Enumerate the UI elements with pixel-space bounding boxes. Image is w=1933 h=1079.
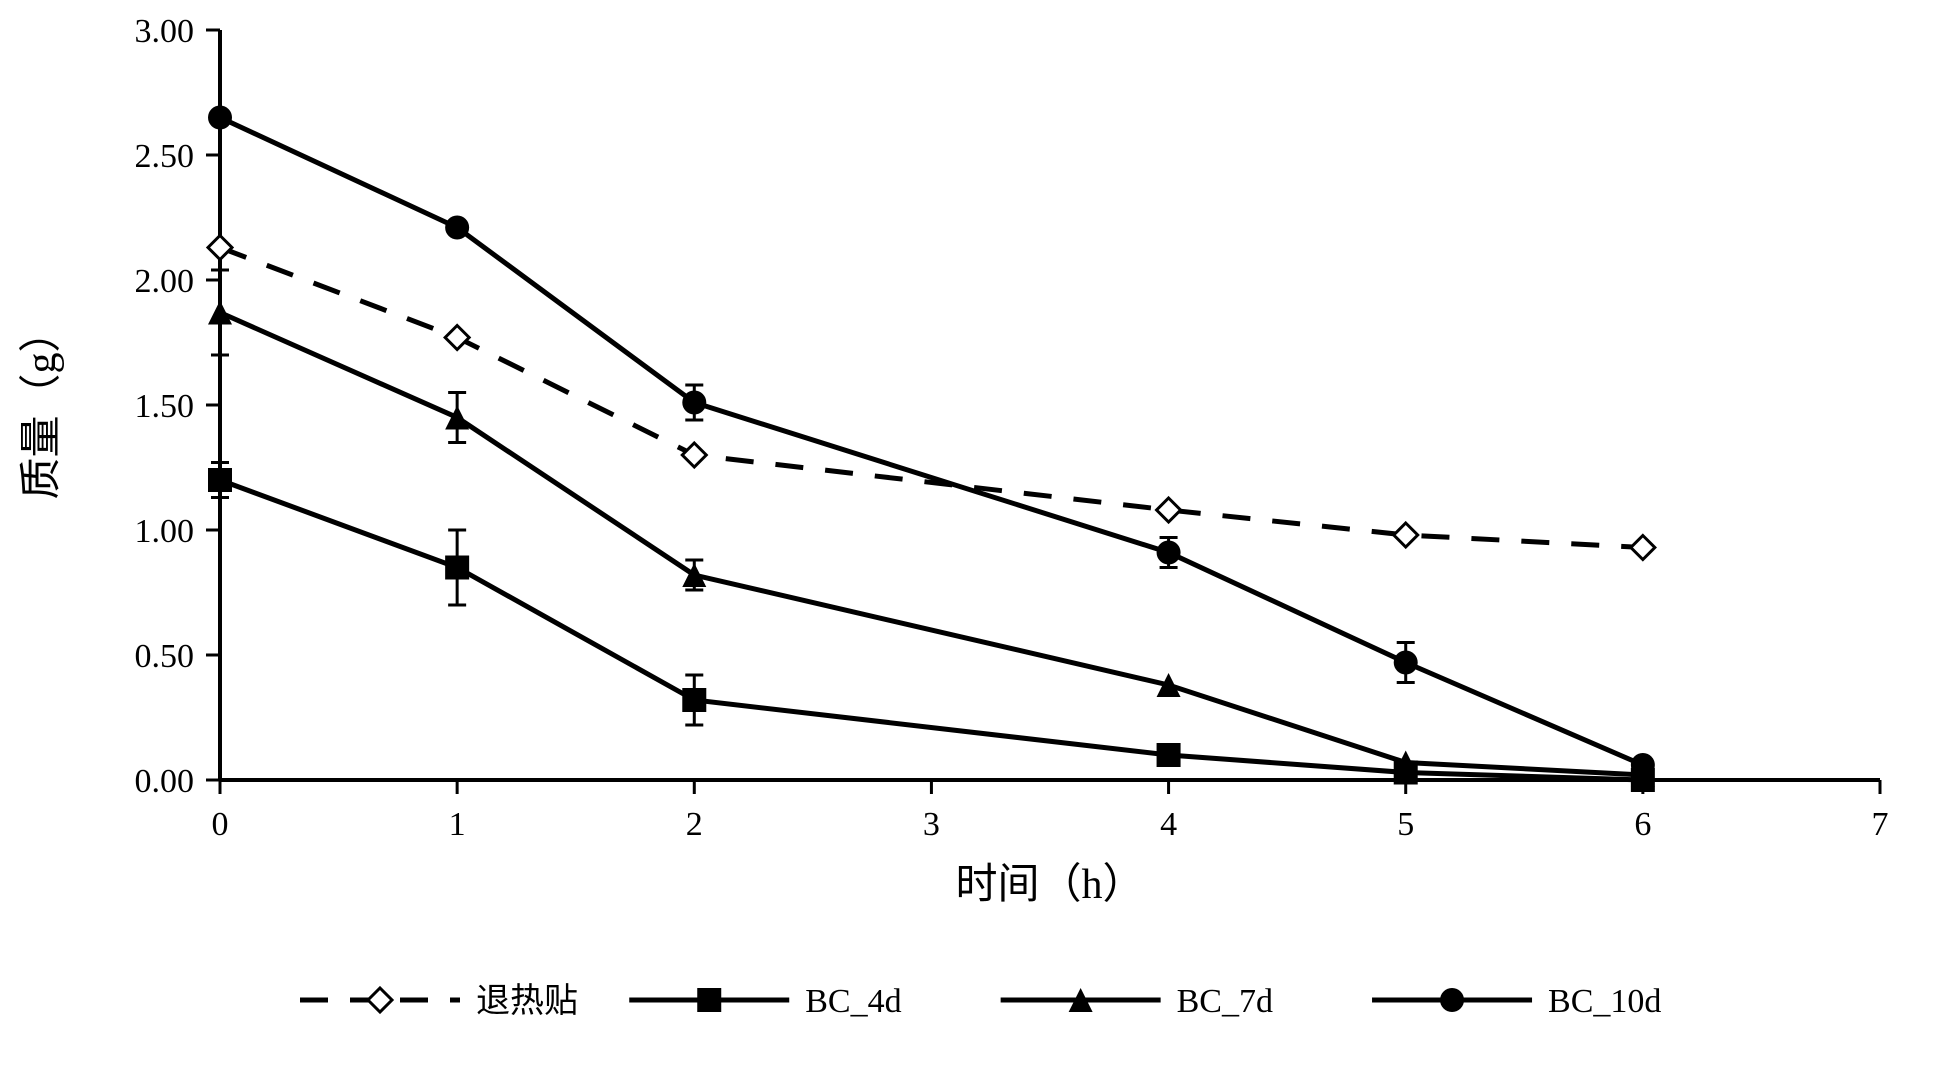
- x-tick-label: 5: [1397, 806, 1414, 843]
- x-tick-label: 3: [923, 806, 940, 843]
- chart-svg: 0 1 2 3 4 5 6 7 0.00 0.50 1.00 1.50 2.00 2.50 3.00 时间（h…: [0, 0, 1933, 1079]
- circle-marker: [445, 216, 469, 240]
- x-tick-label: 4: [1160, 806, 1177, 843]
- x-axis-label: 时间（h）: [955, 862, 1144, 908]
- x-tick-label: 2: [686, 806, 703, 843]
- y-tick-label: 3.00: [135, 13, 195, 50]
- y-tick-label: 2.50: [135, 138, 195, 175]
- mass-vs-time-chart: 0 1 2 3 4 5 6 7 0.00 0.50 1.00 1.50 2.00 2.50 3.00 时间（h…: [0, 0, 1933, 1079]
- legend-label: 退热贴: [476, 982, 578, 1020]
- y-tick-label: 1.50: [135, 388, 195, 425]
- y-tick-label: 2.00: [135, 263, 195, 300]
- legend-label: BC_10d: [1548, 983, 1661, 1020]
- x-tick-label: 0: [212, 806, 229, 843]
- circle-marker: [208, 106, 232, 130]
- square-marker: [1157, 743, 1181, 767]
- circle-marker: [1440, 988, 1464, 1012]
- x-tick-label: 7: [1872, 806, 1889, 843]
- circle-marker: [1394, 651, 1418, 675]
- square-marker: [445, 556, 469, 580]
- x-tick-label: 1: [449, 806, 466, 843]
- square-marker: [682, 688, 706, 712]
- y-tick-label: 0.00: [135, 763, 195, 800]
- y-tick-label: 1.00: [135, 513, 195, 550]
- legend-label: BC_7d: [1177, 983, 1273, 1020]
- x-tick-label: 6: [1634, 806, 1651, 843]
- y-axis-label: 质量（g）: [19, 310, 65, 499]
- circle-marker: [1157, 541, 1181, 565]
- circle-marker: [682, 391, 706, 415]
- circle-marker: [1631, 753, 1655, 777]
- y-tick-label: 0.50: [135, 638, 195, 675]
- legend-label: BC_4d: [805, 983, 901, 1020]
- square-marker: [697, 988, 721, 1012]
- square-marker: [208, 468, 232, 492]
